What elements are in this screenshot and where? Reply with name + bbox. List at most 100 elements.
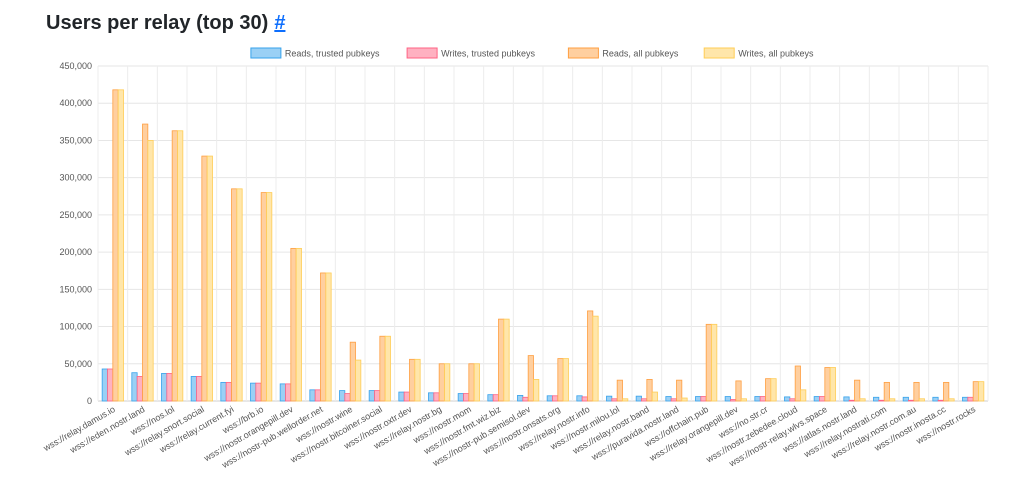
bar	[309, 389, 316, 402]
bar	[131, 372, 138, 402]
legend-swatch	[406, 47, 438, 59]
bar	[592, 315, 599, 402]
bar	[379, 335, 386, 402]
bar	[196, 376, 203, 402]
bar	[107, 368, 114, 402]
bar	[517, 395, 524, 402]
bar	[384, 335, 391, 402]
bar	[824, 367, 831, 402]
bar	[651, 391, 658, 402]
legend-swatch	[250, 47, 282, 59]
bar	[848, 399, 855, 402]
bar	[873, 396, 880, 402]
bar	[414, 358, 421, 402]
bar	[587, 310, 594, 402]
bar	[711, 323, 718, 402]
bar	[498, 318, 505, 402]
bar	[967, 396, 974, 402]
bar	[854, 379, 861, 402]
legend-label: Writes, all pubkeys	[738, 49, 814, 59]
bar	[279, 383, 286, 402]
bar	[527, 355, 534, 402]
y-tick-label: 250,000	[59, 210, 92, 220]
bar	[754, 396, 761, 402]
y-tick-label: 400,000	[59, 98, 92, 108]
bar	[468, 363, 475, 402]
bar	[978, 381, 985, 402]
bar	[295, 247, 302, 402]
y-tick-label: 300,000	[59, 173, 92, 183]
bar	[368, 390, 375, 402]
bar	[932, 396, 939, 402]
bar	[859, 398, 866, 402]
bar	[457, 393, 464, 402]
bar	[641, 398, 648, 402]
bar	[937, 399, 944, 402]
bar	[117, 89, 124, 402]
y-tick-label: 350,000	[59, 135, 92, 145]
bar	[260, 192, 267, 402]
bar	[236, 188, 243, 402]
bar	[962, 396, 969, 402]
bar	[433, 392, 440, 402]
bar	[177, 130, 184, 402]
bar	[646, 379, 653, 402]
bar	[290, 247, 297, 402]
anchor-link[interactable]: #	[274, 12, 286, 34]
bar	[285, 383, 292, 402]
bar	[398, 391, 405, 402]
bar	[724, 396, 731, 402]
bar	[611, 398, 618, 402]
bar	[190, 376, 197, 402]
bar	[918, 398, 925, 402]
bar	[355, 359, 362, 402]
bar	[101, 368, 108, 402]
y-tick-label: 50,000	[64, 359, 92, 369]
bar	[740, 398, 747, 402]
bar	[908, 399, 915, 402]
bar	[349, 341, 356, 402]
bar	[438, 363, 445, 402]
bar	[142, 123, 149, 402]
bar	[201, 155, 208, 402]
bar	[320, 272, 327, 402]
bar	[576, 395, 583, 402]
bar	[948, 398, 955, 402]
bar	[147, 140, 154, 402]
bar	[314, 389, 321, 402]
bar	[533, 379, 540, 402]
bar	[606, 395, 613, 402]
bar	[339, 390, 346, 402]
bar	[581, 396, 588, 402]
bar	[665, 396, 672, 402]
bar	[325, 272, 332, 402]
legend-swatch	[567, 47, 599, 59]
bar	[770, 378, 777, 402]
bar	[794, 365, 801, 402]
y-tick-label: 0	[87, 396, 92, 406]
bar	[250, 382, 257, 402]
bar	[557, 358, 564, 402]
bar	[220, 381, 227, 402]
bar	[735, 380, 742, 402]
bar	[730, 399, 737, 402]
bar	[913, 381, 920, 402]
y-tick-label: 450,000	[59, 61, 92, 71]
bar	[819, 396, 826, 402]
bar	[374, 390, 381, 402]
bar	[161, 373, 168, 402]
bar	[889, 398, 896, 402]
bar	[171, 130, 178, 402]
y-tick-label: 200,000	[59, 247, 92, 257]
bar	[231, 188, 238, 402]
bar	[813, 396, 820, 402]
bar	[522, 396, 529, 402]
bar	[562, 358, 569, 402]
bar	[784, 396, 791, 402]
bar	[255, 382, 262, 402]
bar	[492, 394, 499, 402]
bar	[225, 381, 232, 402]
bar	[552, 395, 559, 402]
bar	[700, 396, 707, 402]
